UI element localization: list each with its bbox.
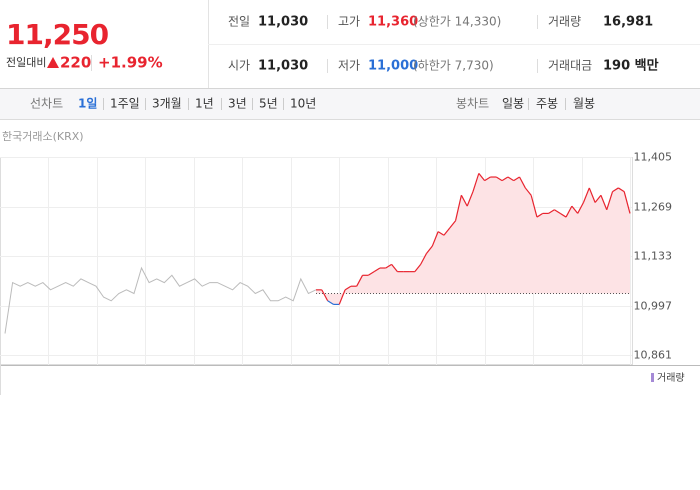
stat-label: 시가 xyxy=(228,59,250,73)
previous-line xyxy=(4,266,317,334)
legend-swatch xyxy=(651,373,654,382)
price-segment xyxy=(431,231,439,247)
price-segment xyxy=(472,173,480,192)
stat-note: (상한가 14,330) xyxy=(413,15,501,29)
price-segment xyxy=(559,212,567,218)
stat-label: 거래량 xyxy=(548,15,581,29)
price-segment xyxy=(571,205,579,214)
stat-label: 고가 xyxy=(338,15,360,29)
y-tick-label: 11,405 xyxy=(634,151,673,164)
price-segment xyxy=(356,275,364,287)
price-segment xyxy=(385,263,392,269)
stat-value: 11,000 xyxy=(368,59,418,74)
price-segment xyxy=(565,205,573,218)
price-segment xyxy=(478,173,486,182)
y-tick-label: 11,269 xyxy=(634,201,673,214)
y-tick-label: 10,861 xyxy=(634,349,673,362)
price-segment xyxy=(577,202,585,214)
price-segment xyxy=(582,187,590,203)
price-segment xyxy=(495,176,503,182)
price-segment xyxy=(548,209,555,214)
tab-bar xyxy=(0,89,700,119)
price-segment xyxy=(524,187,532,196)
range-tab[interactable]: 1일 xyxy=(78,97,97,111)
y-tick-label: 10,997 xyxy=(634,300,673,313)
price-segment xyxy=(437,231,445,236)
price-segment xyxy=(612,187,619,193)
stat-value: 11,030 xyxy=(258,15,308,30)
price-segment xyxy=(507,176,515,182)
range-tab[interactable]: 3년 xyxy=(228,97,247,111)
legend-label: 거래량 xyxy=(657,372,685,384)
range-tab[interactable]: 1년 xyxy=(195,97,214,111)
price-segment xyxy=(588,187,596,203)
price-segment xyxy=(321,289,329,302)
price-segment xyxy=(554,209,561,214)
tab-group-label: 선차트 xyxy=(30,97,63,111)
price-segment xyxy=(338,289,346,305)
price-segment xyxy=(484,176,491,182)
price-segment xyxy=(327,300,334,305)
change-pct: +1.99% xyxy=(98,54,163,72)
price-segment xyxy=(426,245,433,254)
price-segment xyxy=(391,263,398,273)
price-segment xyxy=(420,253,428,265)
price-segment xyxy=(513,176,520,182)
stat-value: 190 백만 xyxy=(603,58,659,74)
stat-label: 거래대금 xyxy=(548,59,592,73)
price-segment xyxy=(344,285,352,291)
price-segment xyxy=(373,267,381,273)
price-segment xyxy=(618,187,625,193)
source: 한국거래소(KRX) xyxy=(2,130,84,143)
price-segment xyxy=(623,191,631,214)
candle-tab[interactable]: 월봉 xyxy=(573,97,595,111)
stat-value: 16,981 xyxy=(603,15,653,30)
change: 220 xyxy=(60,54,91,72)
price-segment xyxy=(414,263,422,273)
price-segment xyxy=(600,194,608,210)
price-segment xyxy=(518,176,526,189)
price-segment xyxy=(460,194,468,207)
price-segment xyxy=(454,195,462,221)
price-segment xyxy=(501,176,509,182)
stat-note: (하한가 7,730) xyxy=(413,59,494,73)
price-segment xyxy=(466,191,474,207)
stat-label: 저가 xyxy=(338,59,360,73)
price: 11,250 xyxy=(6,18,109,51)
range-tab[interactable]: 3개월 xyxy=(152,97,182,111)
price-segment xyxy=(368,271,375,276)
stat-value: 11,360 xyxy=(368,15,418,30)
stat-value: 11,030 xyxy=(258,59,308,74)
price-segment xyxy=(606,191,614,210)
range-tab[interactable]: 1주일 xyxy=(110,97,140,111)
change-label: 전일대비 xyxy=(6,55,46,69)
price-segment xyxy=(530,195,538,218)
price-segment xyxy=(536,212,544,218)
price-segment xyxy=(449,220,457,229)
up-icon xyxy=(47,57,59,68)
price-segment xyxy=(443,227,451,236)
candle-tab[interactable]: 주봉 xyxy=(536,97,558,111)
y-tick-label: 11,133 xyxy=(634,250,673,263)
tab-group-label: 봉차트 xyxy=(456,97,489,111)
range-tab[interactable]: 10년 xyxy=(290,97,316,111)
price-segment xyxy=(594,194,602,203)
range-tab[interactable]: 5년 xyxy=(259,97,278,111)
candle-tab[interactable]: 일봉 xyxy=(502,97,524,111)
area xyxy=(316,173,630,305)
stat-label: 전일 xyxy=(228,15,250,29)
